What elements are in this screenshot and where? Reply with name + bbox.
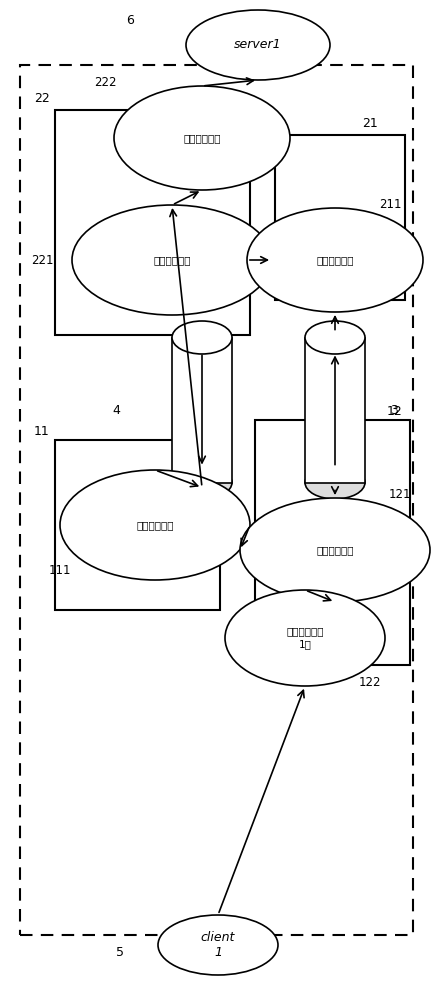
Bar — [305, 338, 365, 483]
Ellipse shape — [305, 321, 365, 354]
Text: server1: server1 — [234, 38, 282, 51]
Text: client
1: client 1 — [201, 931, 235, 959]
Text: 3: 3 — [390, 403, 398, 416]
Ellipse shape — [225, 590, 385, 686]
Text: 122: 122 — [359, 676, 381, 688]
Ellipse shape — [247, 208, 423, 312]
Text: 111: 111 — [49, 564, 71, 576]
Text: 12: 12 — [387, 405, 403, 418]
Text: 22: 22 — [34, 92, 50, 105]
Text: 路由转发模块
1路: 路由转发模块 1路 — [286, 626, 324, 650]
Text: 6: 6 — [126, 13, 134, 26]
Text: 221: 221 — [31, 253, 53, 266]
Bar — [55, 440, 220, 610]
Text: 4: 4 — [112, 403, 120, 416]
Text: 报文处理模块: 报文处理模块 — [153, 255, 191, 265]
Bar — [255, 420, 410, 665]
Ellipse shape — [60, 470, 250, 580]
Bar — [172, 338, 232, 483]
Text: 数据处理模块: 数据处理模块 — [316, 255, 354, 265]
Text: 121: 121 — [389, 488, 411, 502]
Ellipse shape — [172, 466, 232, 499]
Ellipse shape — [186, 10, 330, 80]
Text: 报文处理模块: 报文处理模块 — [316, 545, 354, 555]
Text: 路由转发模块: 路由转发模块 — [183, 133, 221, 143]
Ellipse shape — [114, 86, 290, 190]
Text: 222: 222 — [94, 77, 116, 90]
Ellipse shape — [172, 321, 232, 354]
Text: 21: 21 — [362, 117, 378, 130]
Bar — [275, 135, 405, 300]
Bar — [20, 65, 413, 935]
Ellipse shape — [240, 498, 430, 602]
Ellipse shape — [158, 915, 278, 975]
Ellipse shape — [72, 205, 272, 315]
Text: 11: 11 — [34, 425, 50, 438]
Ellipse shape — [305, 466, 365, 499]
Text: 数据处理模块: 数据处理模块 — [136, 520, 174, 530]
Text: 5: 5 — [116, 946, 124, 958]
Text: 211: 211 — [379, 198, 401, 212]
Bar — [55, 110, 250, 335]
